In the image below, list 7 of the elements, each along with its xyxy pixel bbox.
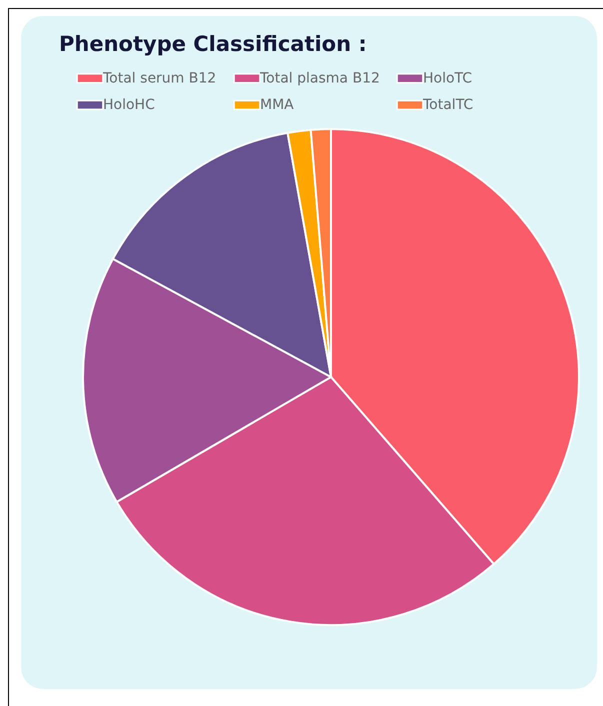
legend-label: TotalTC — [422, 97, 474, 113]
legend-label: HoloHC — [103, 97, 156, 113]
legend-label: MMA — [260, 97, 294, 113]
legend-label: Total serum B12 — [102, 70, 216, 86]
legend-label: Total plasma B12 — [259, 70, 380, 86]
chart-title: Phenotype Classification : — [59, 32, 367, 56]
legend-label: HoloTC — [423, 70, 472, 86]
